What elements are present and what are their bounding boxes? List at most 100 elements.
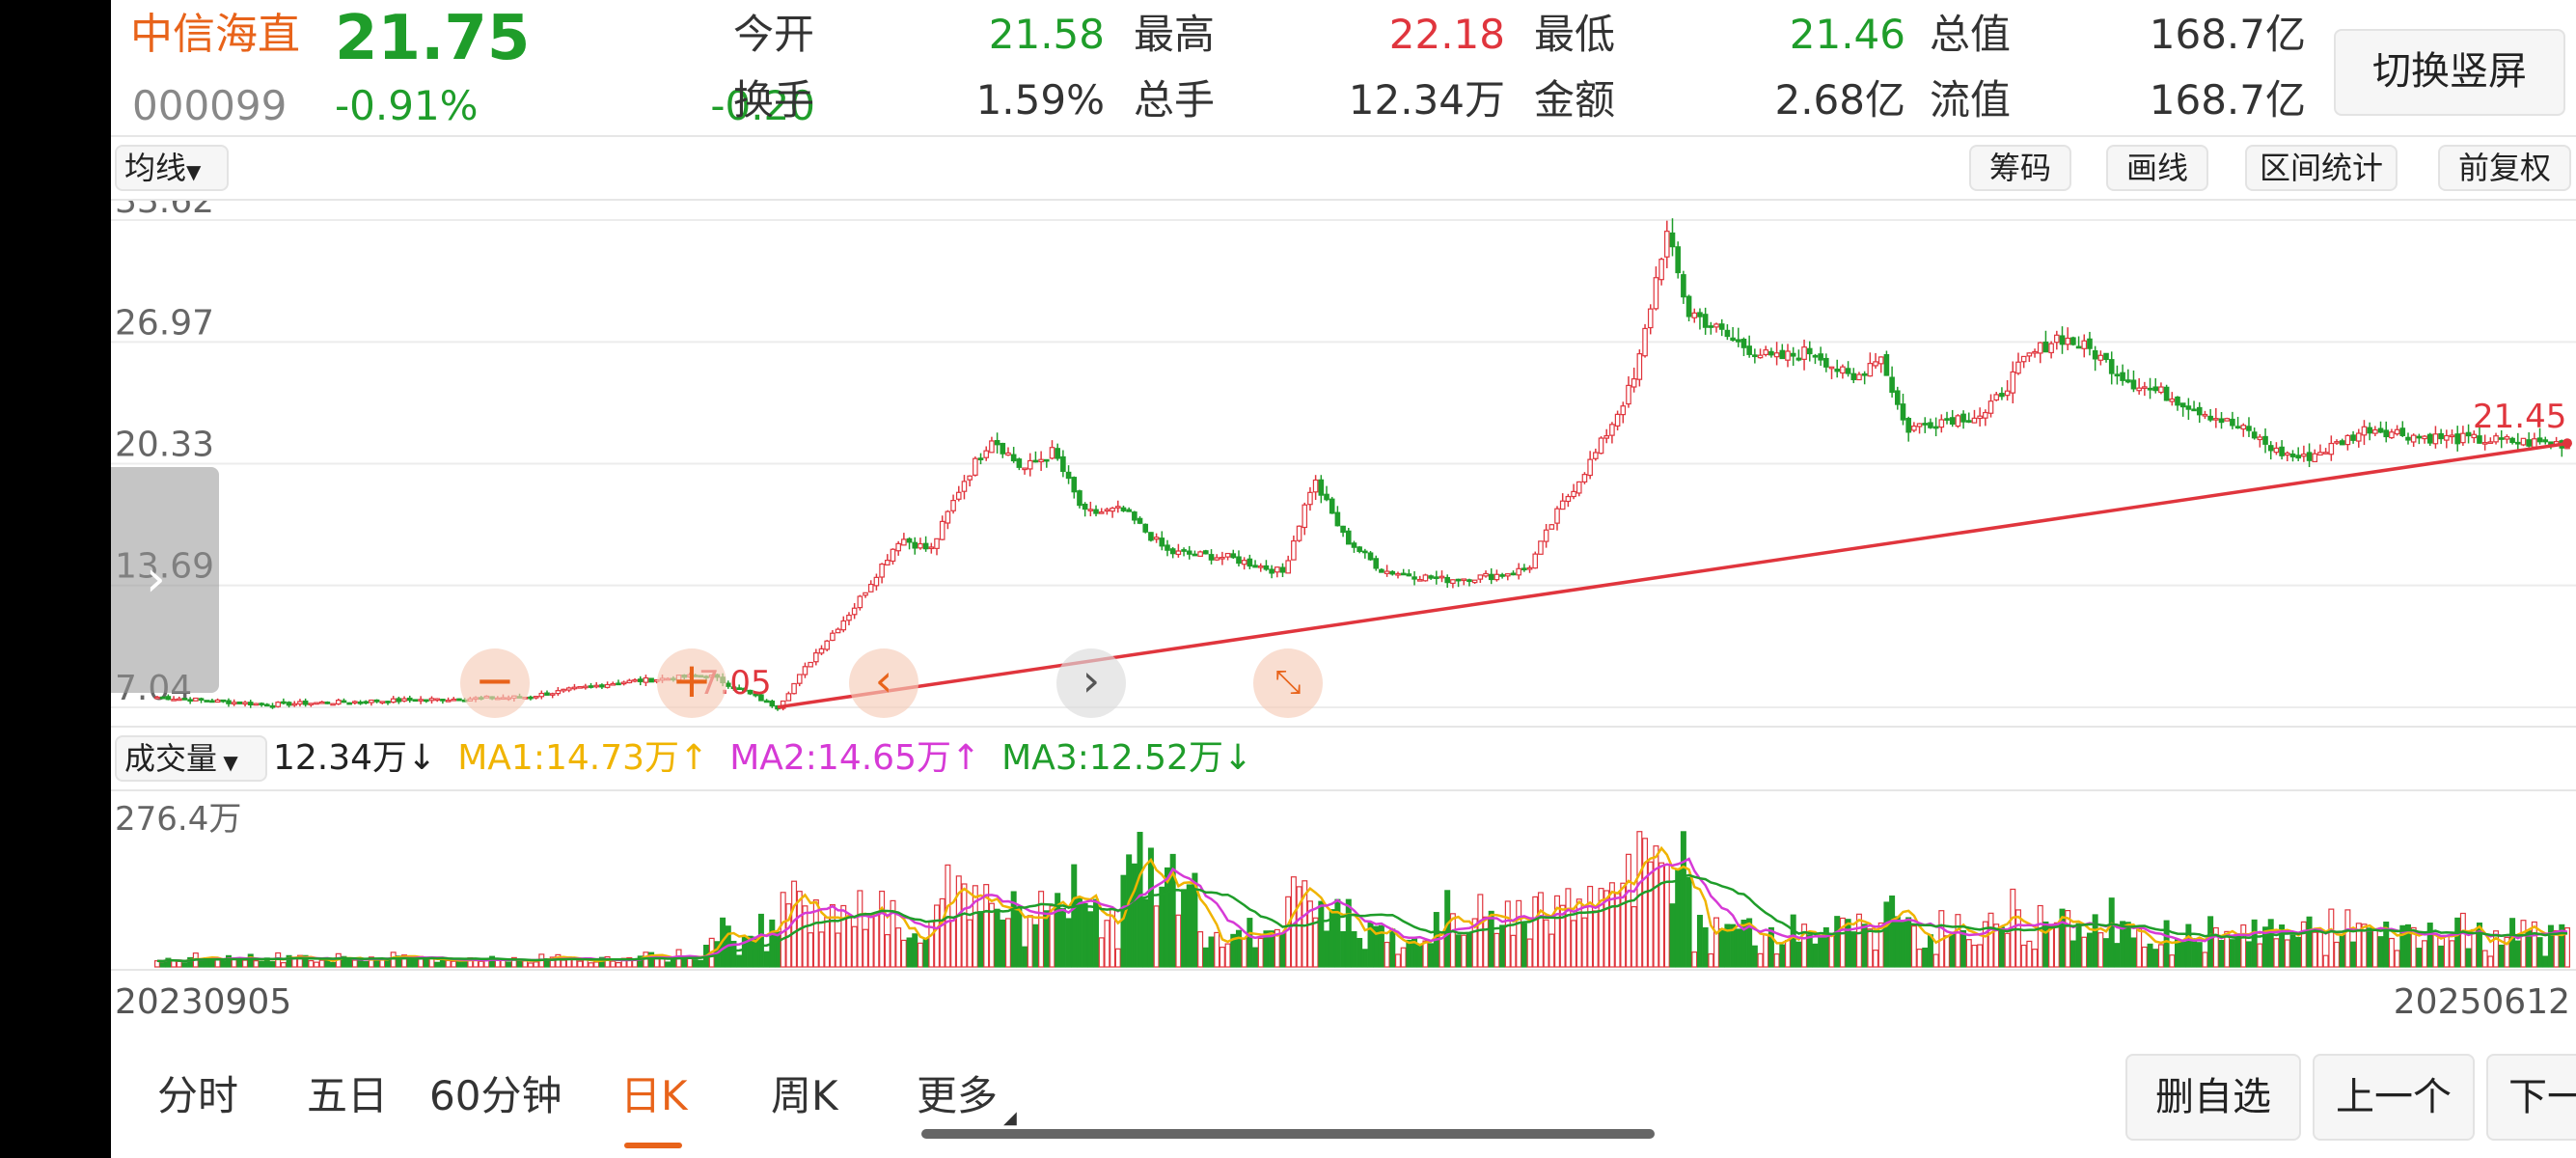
candle-body — [2032, 350, 2038, 354]
candle-body — [231, 702, 237, 705]
volume-bar — [736, 954, 743, 968]
volume-bar — [2553, 929, 2560, 968]
candle-body — [989, 440, 995, 454]
volume-bar — [2075, 923, 2082, 968]
candle-body — [1730, 337, 1736, 342]
candle-body — [1362, 550, 1368, 554]
candle-body — [1828, 366, 1835, 370]
range-stats-button[interactable]: 区间统计 — [2245, 145, 2398, 191]
scroll-right-button[interactable]: › — [1056, 648, 1126, 718]
volume-bar — [1471, 918, 1478, 968]
tab-3[interactable]: 日K — [620, 1072, 688, 1119]
candle-body — [1093, 509, 1099, 514]
candles — [154, 218, 2570, 711]
fq-button[interactable]: 前复权 — [2438, 145, 2571, 191]
candle-body — [2460, 432, 2466, 444]
candle-body — [818, 648, 825, 654]
volume-bar — [1263, 930, 1270, 968]
price-axis-label: 26.97 — [115, 303, 214, 343]
collapse-button[interactable]: ⤡ — [1253, 648, 1323, 718]
candle-body — [2142, 386, 2148, 389]
volume-bar — [1653, 845, 1659, 968]
expand-panel-handle[interactable]: › — [111, 467, 219, 693]
tab-5[interactable]: 更多 — [917, 1072, 999, 1119]
candle-body — [291, 703, 298, 706]
horizontal-scrollbar[interactable] — [921, 1129, 1655, 1139]
candle-body — [2344, 434, 2351, 446]
volume-bar — [2065, 910, 2071, 968]
candle-body — [1609, 424, 1615, 436]
volume-bar — [1910, 925, 1917, 968]
volume-bar — [967, 919, 973, 968]
candle-body — [1153, 537, 1160, 540]
volume-bar — [1806, 934, 1813, 968]
volume-bar — [1247, 918, 1253, 968]
volume-bar — [867, 913, 874, 968]
volume-bar — [818, 931, 825, 968]
tab-2[interactable]: 60分钟 — [429, 1072, 562, 1119]
tab-1[interactable]: 五日 — [307, 1072, 389, 1119]
volume-bar — [2251, 919, 2258, 968]
volume-bar — [1576, 898, 1582, 968]
volume-bar — [604, 955, 611, 968]
volume-bar — [1768, 926, 1774, 968]
volume-bar — [637, 955, 644, 968]
candle-body — [2136, 387, 2142, 392]
volume-bar — [2020, 944, 2027, 968]
volume-bar — [665, 961, 671, 968]
draw-line-button[interactable]: 画线 — [2106, 145, 2208, 191]
zoom-in-button[interactable]: + — [657, 648, 726, 718]
volume-bar — [269, 961, 276, 968]
switch-portrait-button[interactable]: 切换竖屏 — [2334, 29, 2565, 116]
candle-body — [1823, 357, 1829, 368]
candle-body — [2520, 437, 2527, 446]
previous-stock-button[interactable]: 上一个 — [2313, 1054, 2475, 1141]
candle-body — [2383, 429, 2390, 438]
candle-body — [2317, 452, 2323, 456]
candle-body — [1422, 574, 1429, 582]
volume-bar — [1740, 920, 1747, 968]
candle-body — [1856, 373, 1862, 381]
ma-select[interactable]: 均线▼ — [115, 145, 229, 191]
volume-bar — [2141, 946, 2148, 968]
volume-bar — [615, 962, 621, 968]
tab-4[interactable]: 周K — [771, 1072, 838, 1119]
volume-bar — [1603, 890, 1610, 968]
delete-watchlist-button[interactable]: 删自选 — [2125, 1054, 2301, 1141]
candle-body — [2202, 413, 2208, 417]
candle-body — [428, 698, 435, 702]
plus-icon: + — [671, 652, 712, 708]
volume-bar — [2097, 932, 2104, 968]
volume-bar — [314, 961, 320, 968]
candle-body — [2081, 340, 2088, 349]
volume-bar — [2053, 922, 2060, 968]
ma2-arrow: ↑ — [951, 738, 981, 778]
volume-bar — [1428, 943, 1435, 968]
volume-bar — [2422, 940, 2428, 968]
volume-bar — [1916, 949, 1923, 968]
volume-bar — [1757, 952, 1764, 968]
app-root: 中信海直 21.75 000099 -0.91% -0.20 今开 21.58 最高… — [111, 0, 2576, 1158]
volume-bar — [1861, 924, 1868, 968]
scroll-left-button[interactable]: ‹ — [849, 648, 918, 718]
volume-bar — [2300, 921, 2307, 968]
volume-bar — [187, 956, 194, 968]
volume-bar — [318, 959, 325, 968]
volume-select[interactable]: 成交量 ▼ — [115, 735, 267, 782]
volume-bar — [1461, 934, 1467, 968]
volume-bar — [1790, 914, 1796, 968]
chips-button[interactable]: 筹码 — [1969, 145, 2071, 191]
zoom-out-button[interactable]: − — [460, 648, 530, 718]
volume-bar — [2081, 936, 2088, 968]
candle-body — [2306, 452, 2313, 461]
tab-0[interactable]: 分时 — [157, 1072, 239, 1119]
next-stock-button[interactable]: 下一个 — [2486, 1054, 2576, 1141]
candle-body — [1049, 447, 1055, 459]
volume-chart[interactable]: 276.4万 — [111, 791, 2576, 969]
volume-bar — [1993, 924, 2000, 968]
candle-body — [2504, 436, 2510, 440]
ma3-value: MA3:12.52万 — [1001, 738, 1223, 778]
stat-value: 1.59% — [975, 76, 1105, 124]
volume-bar — [1164, 867, 1170, 968]
